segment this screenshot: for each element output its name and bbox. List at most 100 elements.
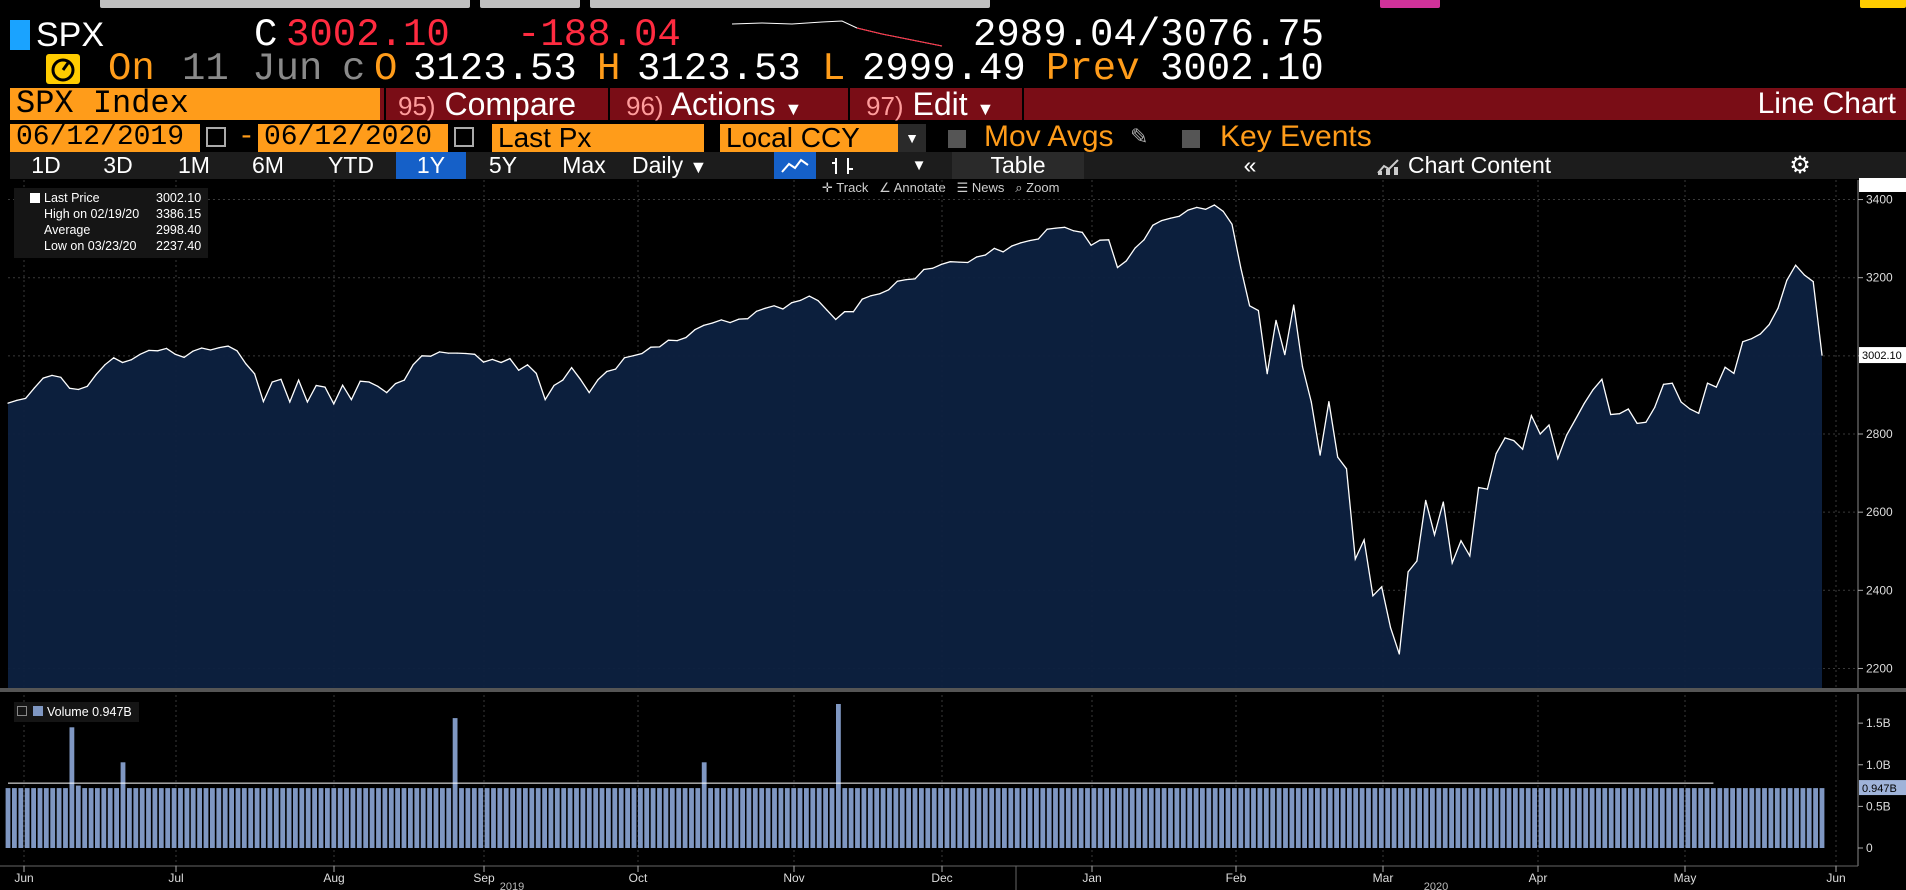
top-pill-1[interactable]	[100, 0, 470, 8]
price-point	[799, 299, 802, 301]
price-point	[1249, 305, 1251, 307]
volume-bar	[18, 788, 24, 848]
volume-bar	[12, 788, 17, 848]
key-events-checkbox[interactable]	[1182, 130, 1200, 148]
price-point	[1389, 626, 1392, 628]
price-volume-chart[interactable]: 22002400260028003000320034003002.1000.5B…	[0, 178, 1906, 890]
price-point	[474, 353, 476, 355]
frequency-selector[interactable]: Daily ▼	[632, 152, 728, 179]
volume-bar	[1244, 788, 1250, 848]
price-point	[518, 369, 520, 371]
compare-button[interactable]	[384, 88, 610, 120]
range-1y[interactable]: 1Y	[396, 152, 466, 179]
volume-last-tag-label: 0.947B	[1862, 783, 1897, 795]
price-point	[1398, 653, 1400, 655]
track-tool[interactable]: Track	[836, 180, 869, 195]
volume-bar	[1372, 788, 1378, 848]
price-point	[509, 358, 511, 360]
volume-bar	[1046, 788, 1052, 848]
start-calendar-icon[interactable]	[206, 127, 226, 147]
price-point	[1301, 366, 1304, 368]
range-6m[interactable]: 6M	[252, 152, 284, 178]
annotate-tool[interactable]: Annotate	[893, 180, 946, 195]
collapse-icon[interactable]: «	[1243, 152, 1257, 178]
volume-bar	[299, 788, 305, 848]
chart-type-label[interactable]: Line Chart	[1757, 87, 1896, 120]
price-point	[1205, 208, 1207, 210]
x-tick-label: Feb	[1226, 871, 1247, 885]
field-selector[interactable]: Last Px	[492, 124, 704, 152]
price-point	[535, 372, 537, 374]
zoom-tool[interactable]: Zoom	[1026, 180, 1060, 195]
security-field[interactable]	[10, 88, 380, 120]
price-point	[1522, 448, 1524, 450]
volume-bar	[210, 788, 215, 848]
range-ytd[interactable]: YTD	[328, 152, 374, 178]
top-pill-3[interactable]	[590, 0, 990, 8]
range-5y[interactable]: 5Y	[488, 152, 518, 178]
top-pill-magenta[interactable]	[1380, 0, 1440, 8]
price-point	[1275, 319, 1277, 321]
top-toolbar-strip	[0, 0, 1906, 10]
price-point	[421, 355, 423, 357]
chart-content-button[interactable]: Chart Content	[1408, 152, 1552, 178]
volume-bar	[158, 788, 164, 848]
range-3d[interactable]: 3D	[103, 152, 133, 178]
volume-bar	[1685, 788, 1691, 848]
volume-bar	[414, 788, 420, 848]
key-events-label[interactable]: Key Events	[1220, 120, 1372, 153]
volume-bar	[721, 788, 726, 848]
volume-bar	[1557, 788, 1563, 848]
range-max[interactable]: Max	[562, 152, 606, 178]
price-point	[183, 356, 185, 358]
currency-selector[interactable]: Local CCY	[720, 124, 898, 152]
volume-bar	[606, 788, 611, 848]
price-point	[597, 379, 599, 381]
volume-bar	[1072, 788, 1078, 848]
end-calendar-icon[interactable]	[454, 127, 474, 147]
table-button[interactable]: Table	[952, 152, 1084, 179]
volume-bar	[356, 788, 362, 848]
price-point	[139, 353, 141, 355]
chart-style-dropdown-icon[interactable]: ▼	[911, 157, 927, 174]
news-tool[interactable]: News	[971, 180, 1005, 195]
volume-bar	[599, 788, 605, 848]
volume-bar	[127, 788, 132, 848]
price-legend: Last Price 3002.10 High on 02/19/20 3386…	[14, 188, 208, 258]
price-point	[1011, 245, 1013, 247]
volume-bar	[682, 788, 688, 848]
range-1d[interactable]: 1D	[31, 152, 61, 178]
top-pill-2[interactable]	[480, 0, 580, 8]
price-point	[1116, 266, 1119, 269]
volume-bar	[919, 788, 924, 848]
price-point	[553, 384, 555, 387]
mov-avgs-checkbox[interactable]	[948, 130, 966, 148]
edit-button[interactable]	[852, 88, 1024, 120]
price-point	[623, 357, 626, 359]
range-1m[interactable]: 1M	[178, 152, 210, 178]
volume-bar	[982, 788, 988, 848]
volume-bar	[471, 788, 477, 848]
volume-expand-icon[interactable]	[17, 706, 27, 716]
actions-button[interactable]	[612, 88, 850, 120]
volume-bar	[1040, 788, 1046, 848]
bar-chart-icon[interactable]	[822, 152, 864, 179]
annotate-icon: ∠	[879, 180, 891, 195]
mov-avgs-label[interactable]: Mov Avgs	[984, 120, 1114, 153]
volume-bar	[484, 788, 490, 848]
price-point	[685, 336, 687, 339]
volume-bar	[1142, 788, 1148, 848]
settings-gear-icon[interactable]: ⚙	[1789, 152, 1811, 179]
pencil-icon[interactable]: ✎	[1130, 124, 1149, 149]
top-pill-yellow[interactable]	[1860, 0, 1906, 8]
price-point	[923, 268, 925, 271]
line-chart-icon[interactable]	[774, 152, 816, 179]
start-date-field[interactable]: 06/12/2019	[10, 124, 200, 152]
price-point	[1504, 437, 1506, 439]
currency-dropdown-icon[interactable]: ▼	[898, 124, 926, 152]
end-date-field[interactable]: 06/12/2020	[258, 124, 448, 152]
price-point	[606, 370, 608, 373]
price-point	[289, 401, 291, 403]
last-prefix: C	[254, 13, 278, 57]
gauge-icon[interactable]	[46, 54, 80, 84]
